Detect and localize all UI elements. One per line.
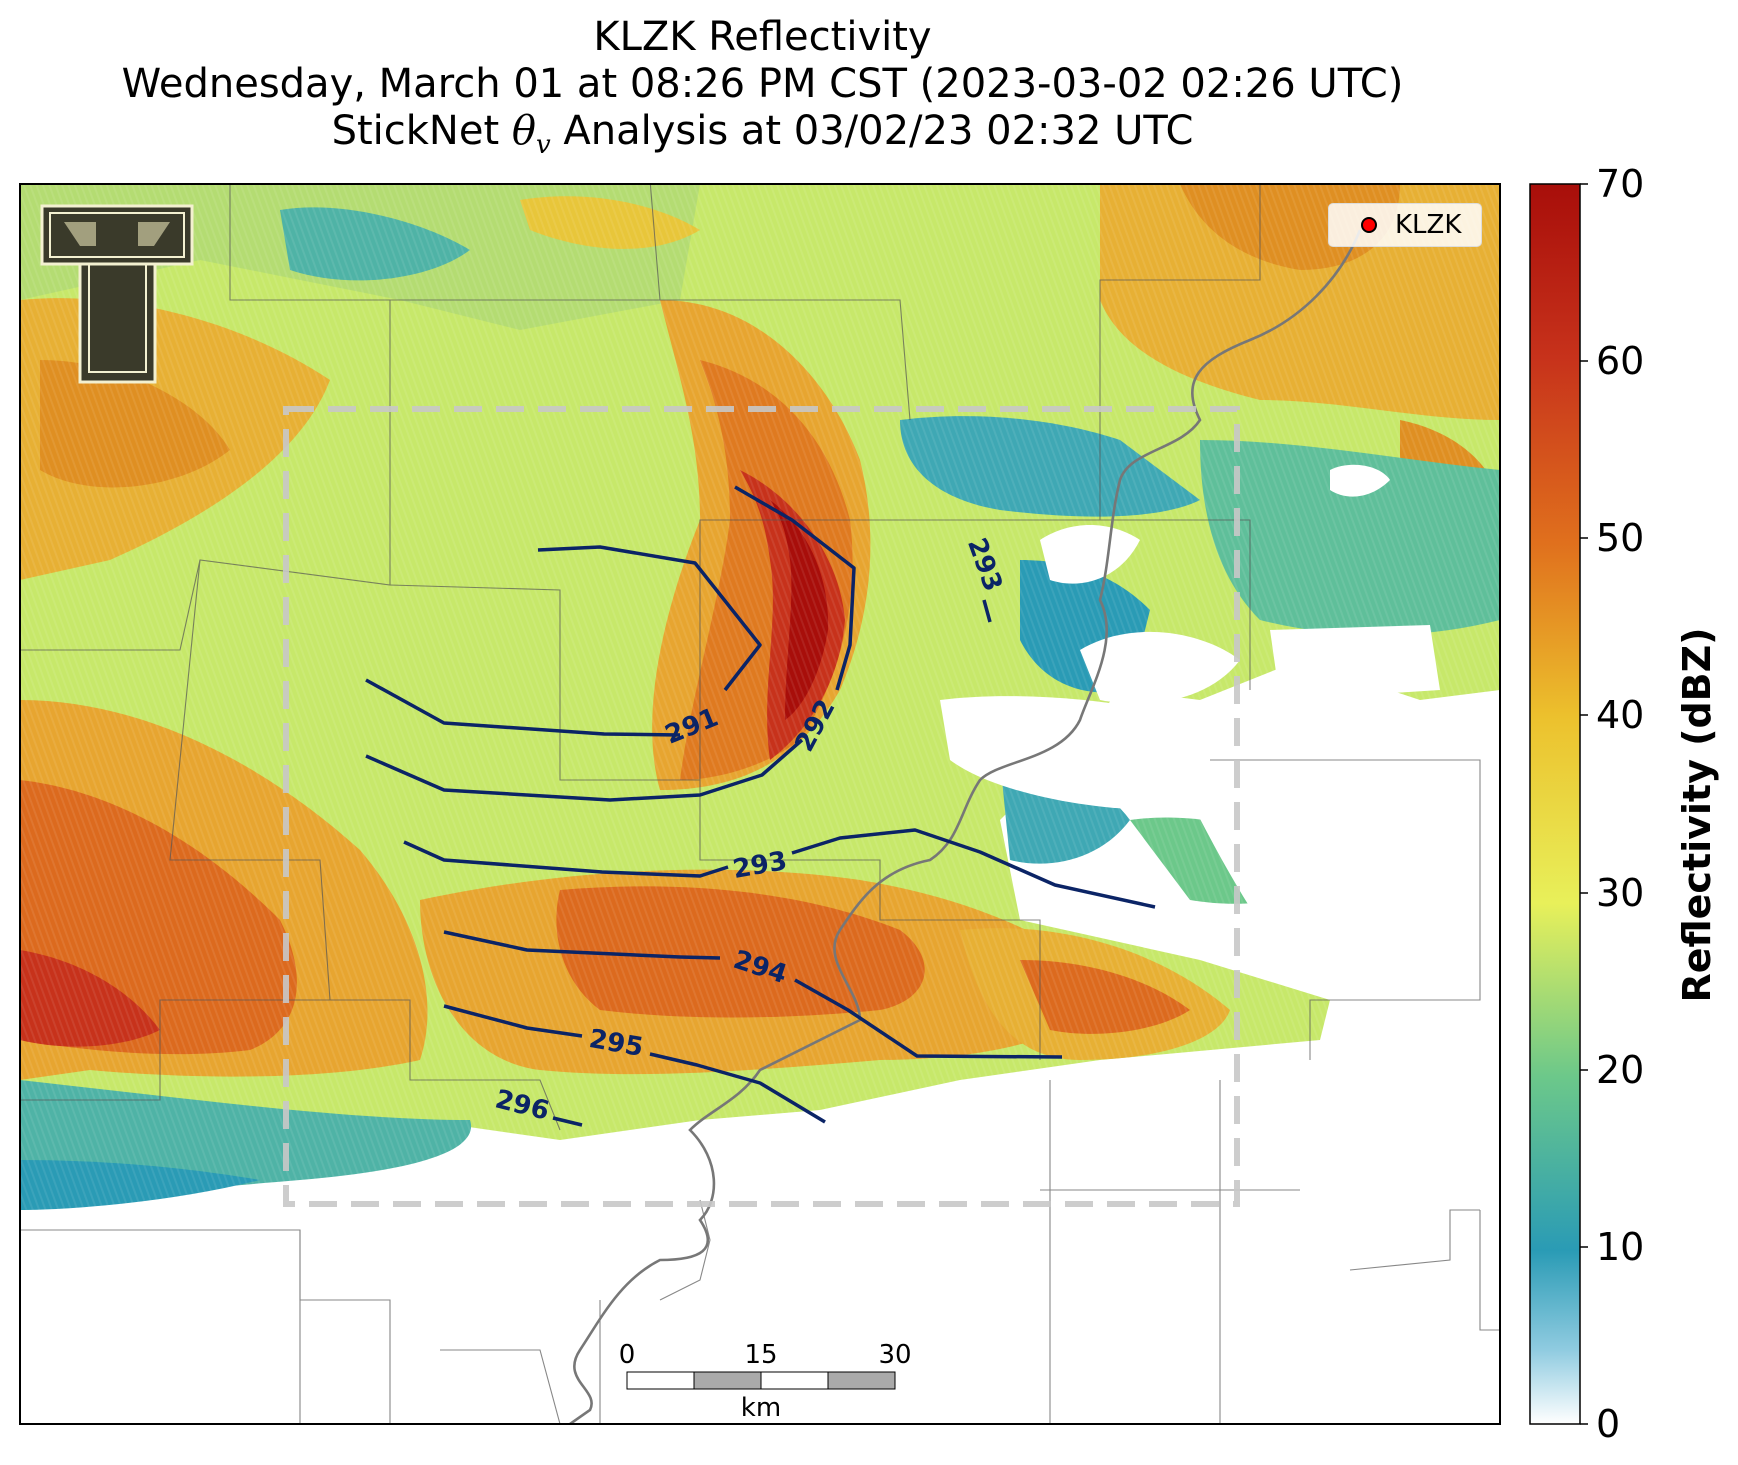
scale-tick-0: 0 bbox=[618, 1340, 636, 1370]
colorbar-tick-70: 70 bbox=[1596, 162, 1645, 206]
contour-294 bbox=[443, 930, 1063, 1059]
colorbar-label: Reflectivity (dBZ) bbox=[1675, 627, 1719, 1003]
reflectivity-field bbox=[20, 184, 1500, 1424]
contour-293-b bbox=[403, 828, 1156, 909]
title-station: KLZK Reflectivity bbox=[593, 14, 932, 60]
colorbar-tick-20: 20 bbox=[1596, 1048, 1645, 1092]
scale-tick-15: 15 bbox=[744, 1340, 778, 1370]
contour-293-a bbox=[982, 599, 992, 623]
contour-296 bbox=[552, 1116, 583, 1127]
theta-symbol: θ bbox=[511, 108, 536, 154]
scale-tick-30: 30 bbox=[878, 1340, 912, 1370]
contour-292-b bbox=[365, 738, 804, 802]
title-datetime: Wednesday, March 01 at 08:26 PM CST (202… bbox=[121, 61, 1404, 107]
texas-tech-logo bbox=[40, 204, 194, 384]
colorbar bbox=[1529, 183, 1588, 1425]
map-panel: 291 292 293 293 294 295 296 bbox=[20, 184, 1500, 1424]
theta-v-contours bbox=[365, 485, 1156, 1127]
colorbar-tick-30: 30 bbox=[1596, 871, 1645, 915]
contour-295 bbox=[443, 1004, 826, 1124]
legend-label: KLZK bbox=[1395, 210, 1462, 240]
map-legend: KLZK bbox=[1328, 203, 1482, 247]
contour-291 bbox=[365, 545, 762, 737]
radar-site-marker-icon bbox=[1361, 217, 1377, 233]
colorbar-tick-10: 10 bbox=[1596, 1225, 1645, 1269]
analysis-domain-box bbox=[283, 406, 1240, 1207]
map-frame bbox=[19, 183, 1501, 1425]
colorbar-tick-0: 0 bbox=[1596, 1402, 1621, 1446]
colorbar-tick-50: 50 bbox=[1596, 516, 1645, 560]
river-line bbox=[569, 229, 1362, 1424]
title-analysis-prefix: StickNet bbox=[331, 108, 512, 154]
title-analysis-suffix: Analysis at 03/02/23 02:32 UTC bbox=[550, 108, 1194, 154]
title-analysis: StickNet θv Analysis at 03/02/23 02:32 U… bbox=[0, 108, 1525, 169]
county-boundaries bbox=[20, 184, 1500, 1424]
chart-title: KLZK Reflectivity Wednesday, March 01 at… bbox=[0, 14, 1525, 169]
colorbar-tick-40: 40 bbox=[1596, 693, 1645, 737]
theta-subscript: v bbox=[535, 130, 551, 160]
contour-292-a bbox=[734, 485, 856, 691]
scale-bar bbox=[626, 1371, 896, 1390]
scale-unit: km bbox=[740, 1393, 782, 1423]
colorbar-tick-60: 60 bbox=[1596, 339, 1645, 383]
